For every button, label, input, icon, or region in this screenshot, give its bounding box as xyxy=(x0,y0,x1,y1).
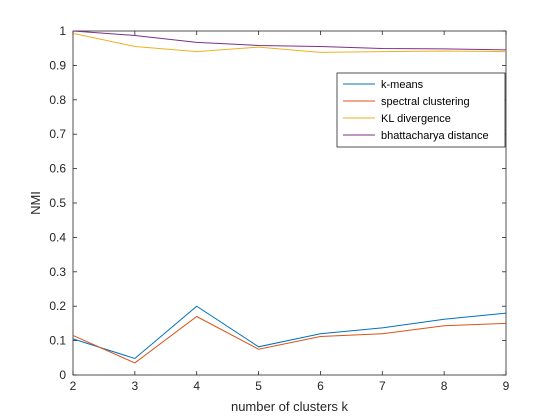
y-tick-label: 0.1 xyxy=(49,334,66,348)
legend-entry: spectral clustering xyxy=(381,96,470,108)
y-tick-label: 0 xyxy=(59,368,66,382)
x-tick-label: 5 xyxy=(255,379,262,393)
x-axis-label: number of clusters k xyxy=(231,399,349,414)
x-tick-label: 3 xyxy=(132,379,139,393)
legend: k-means spectral clustering KL divergence b… xyxy=(336,72,506,148)
legend-entry: bhattacharya distance xyxy=(381,130,489,142)
series-line-KL-divergence xyxy=(72,32,507,53)
y-tick-label: 0.9 xyxy=(49,58,66,72)
series-line-spectral-clustering xyxy=(72,315,507,364)
x-tick-label: 8 xyxy=(441,379,448,393)
series-lines xyxy=(72,30,507,364)
x-tick-label: 2 xyxy=(70,379,77,393)
y-tick-label: 0.7 xyxy=(49,127,66,141)
x-tick-label: 4 xyxy=(193,379,200,393)
y-tick-label: 1 xyxy=(59,24,66,38)
legend-entry: k-means xyxy=(381,79,424,91)
y-tick-label: 0.5 xyxy=(49,196,66,210)
x-tick-label: 7 xyxy=(379,379,386,393)
x-tick-label: 9 xyxy=(503,379,510,393)
y-tick-label: 0.3 xyxy=(49,265,66,279)
y-axis-label: NMI xyxy=(28,191,43,215)
x-tick-label: 6 xyxy=(317,379,324,393)
legend-entry: KL divergence xyxy=(381,113,451,125)
series-line-k-means xyxy=(72,305,507,360)
y-tick-label: 0.8 xyxy=(49,93,66,107)
y-tick-label: 0.2 xyxy=(49,299,66,313)
y-tick-label: 0.6 xyxy=(49,162,66,176)
y-tick-label: 0.4 xyxy=(49,230,66,244)
series-line-bhattacharya-distance xyxy=(72,30,507,51)
